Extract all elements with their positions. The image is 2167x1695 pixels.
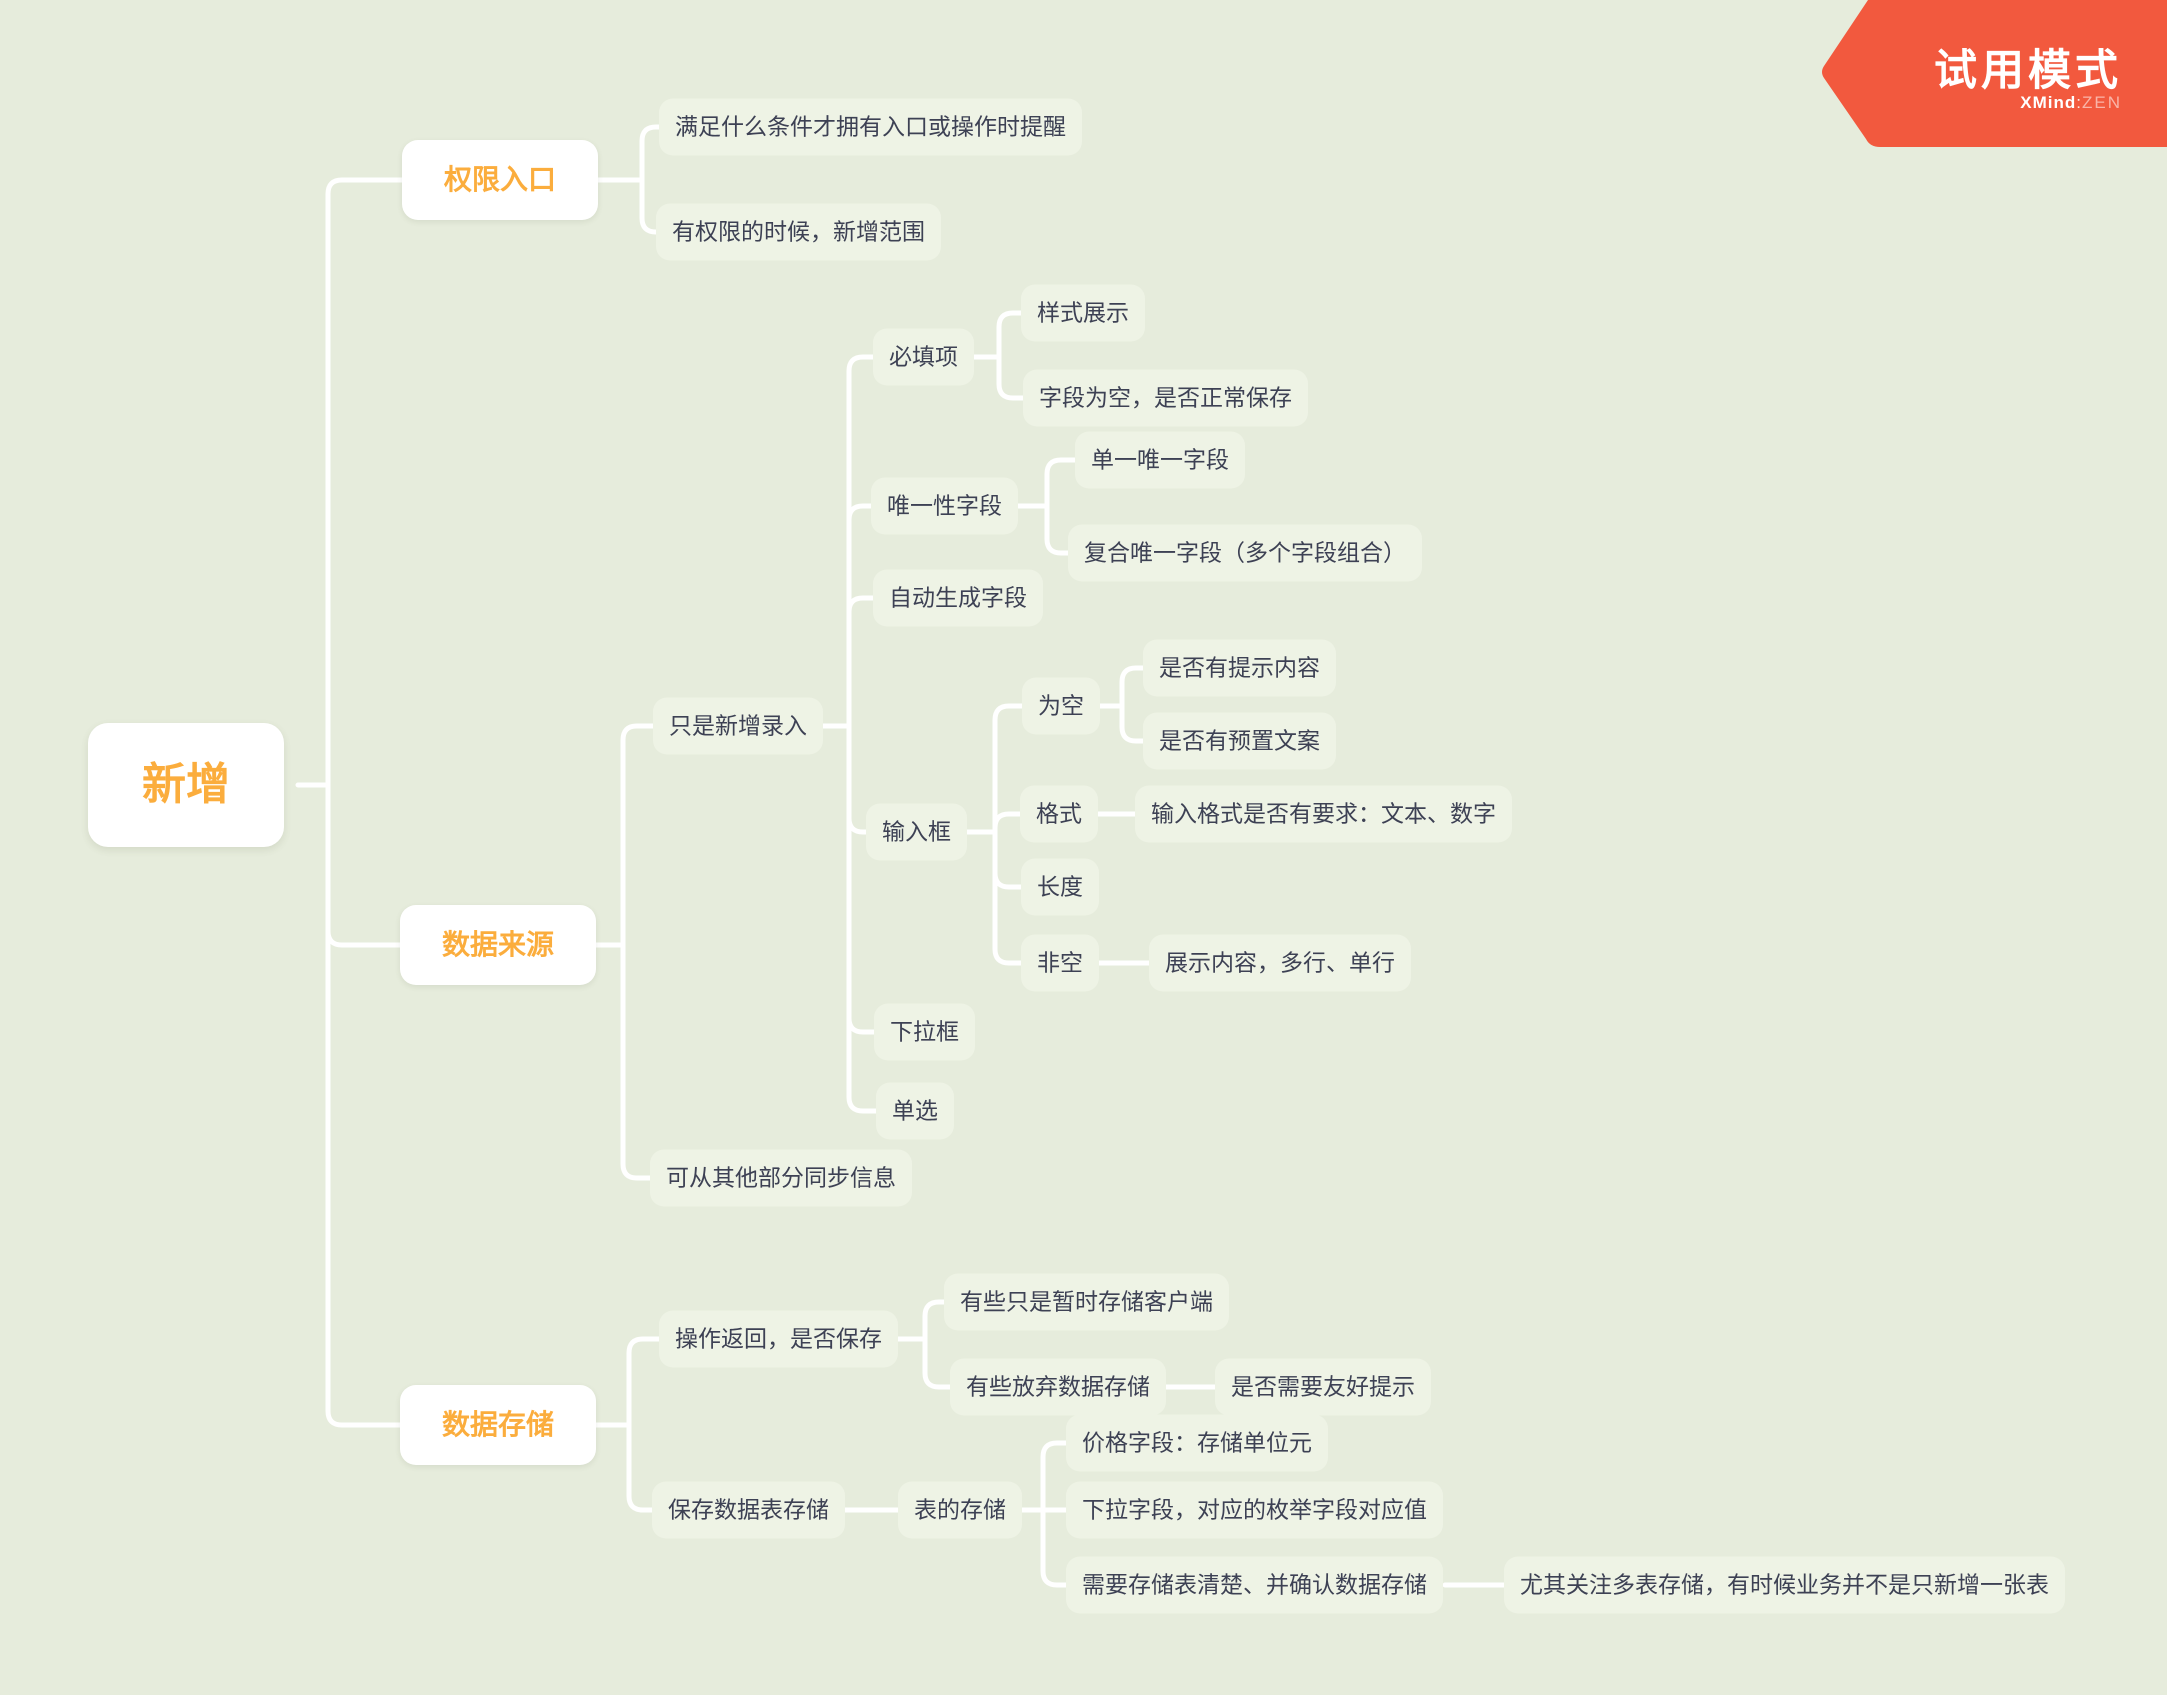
trial-ribbon-shape <box>1822 0 2167 147</box>
trial-mode-title: 试用模式 <box>1934 47 2122 95</box>
node-enum-field[interactable]: 下拉字段，对应的枚举字段对应值 <box>1066 1481 1443 1539</box>
node-length[interactable]: 长度 <box>1021 858 1099 916</box>
xmind-wordmark-bold: XMind <box>2020 93 2077 112</box>
node-composite-unique[interactable]: 复合唯一字段（多个字段组合） <box>1068 524 1422 582</box>
node-nonempty[interactable]: 非空 <box>1021 934 1099 992</box>
node-price-field[interactable]: 价格字段：存储单位元 <box>1066 1414 1328 1472</box>
node-preset-text[interactable]: 是否有预置文案 <box>1143 712 1336 770</box>
node-blank[interactable]: 为空 <box>1022 677 1100 735</box>
node-auto-generated-field[interactable]: 自动生成字段 <box>873 569 1043 627</box>
node-required-field[interactable]: 必填项 <box>873 328 974 386</box>
node-permission-condition[interactable]: 满足什么条件才拥有入口或操作时提醒 <box>659 98 1082 156</box>
node-unique-field[interactable]: 唯一性字段 <box>871 477 1018 535</box>
node-single-unique[interactable]: 单一唯一字段 <box>1075 431 1245 489</box>
node-friendly-hint[interactable]: 是否需要友好提示 <box>1215 1358 1431 1416</box>
node-hint-content[interactable]: 是否有提示内容 <box>1143 639 1336 697</box>
node-sync-info[interactable]: 可从其他部分同步信息 <box>650 1149 912 1207</box>
node-table-storage[interactable]: 表的存储 <box>898 1481 1022 1539</box>
node-save-table-storage[interactable]: 保存数据表存储 <box>652 1481 845 1539</box>
node-style-display[interactable]: 样式展示 <box>1021 284 1145 342</box>
node-operation-return[interactable]: 操作返回，是否保存 <box>659 1310 898 1368</box>
node-radio[interactable]: 单选 <box>876 1082 954 1140</box>
node-abandon-storage[interactable]: 有些放弃数据存储 <box>950 1358 1166 1416</box>
xmind-zen-wordmark: XMind:ZEN <box>2020 93 2122 113</box>
node-confirm-storage[interactable]: 需要存储表清楚、并确认数据存储 <box>1066 1556 1443 1614</box>
node-root[interactable]: 新增 <box>88 723 284 847</box>
trial-mode-banner: 试用模式 XMind:ZEN <box>1822 0 2167 147</box>
node-format[interactable]: 格式 <box>1020 785 1098 843</box>
node-input-box[interactable]: 输入框 <box>866 803 967 861</box>
node-multi-table[interactable]: 尤其关注多表存储，有时候业务并不是只新增一张表 <box>1504 1556 2065 1614</box>
node-data-storage[interactable]: 数据存储 <box>400 1385 597 1465</box>
node-permission-scope[interactable]: 有权限的时候，新增范围 <box>656 203 941 261</box>
node-permission-entry[interactable]: 权限入口 <box>402 140 599 220</box>
wordmark-separator: : <box>2076 93 2082 112</box>
node-only-new-entry[interactable]: 只是新增录入 <box>653 697 823 755</box>
node-display-content[interactable]: 展示内容，多行、单行 <box>1149 934 1411 992</box>
node-dropdown[interactable]: 下拉框 <box>874 1003 975 1061</box>
node-empty-field-save[interactable]: 字段为空，是否正常保存 <box>1023 369 1308 427</box>
node-temp-client-storage[interactable]: 有些只是暂时存储客户端 <box>944 1273 1229 1331</box>
zen-wordmark-light: ZEN <box>2082 93 2122 112</box>
node-data-source[interactable]: 数据来源 <box>400 905 597 985</box>
node-format-requirement[interactable]: 输入格式是否有要求：文本、数字 <box>1135 785 1512 843</box>
